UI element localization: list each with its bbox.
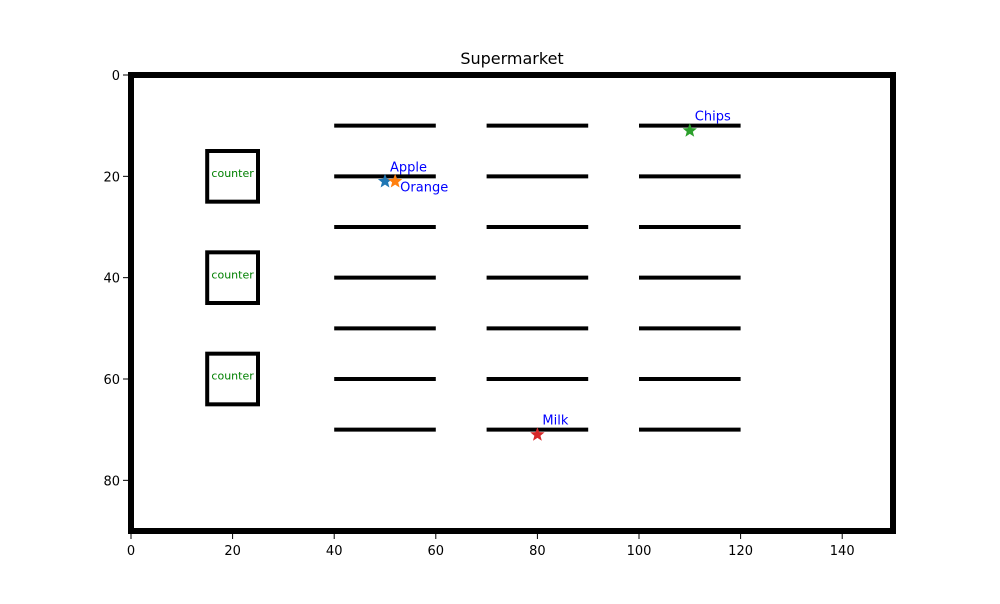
counter-box bbox=[205, 351, 260, 407]
counter-label: counter bbox=[211, 370, 254, 383]
star-marker-apple bbox=[377, 173, 393, 188]
x-tick-label: 60 bbox=[428, 544, 445, 559]
x-tick-label: 20 bbox=[224, 544, 241, 559]
product-markers: Apple Orange Chips Milk bbox=[377, 110, 731, 441]
y-tick-label: 20 bbox=[103, 170, 120, 185]
item-label-chips: Chips bbox=[695, 110, 731, 125]
y-tick-label: 40 bbox=[103, 272, 120, 287]
star-marker-chips bbox=[682, 123, 697, 137]
y-tick-label: 60 bbox=[103, 373, 120, 388]
store-boundary bbox=[128, 72, 896, 534]
y-axis: 0 20 40 60 80 bbox=[103, 69, 128, 489]
star-marker-orange bbox=[388, 173, 403, 188]
x-tick-label: 140 bbox=[830, 544, 855, 559]
x-tick-label: 100 bbox=[627, 544, 652, 559]
chart-title: Supermarket bbox=[460, 49, 563, 68]
x-axis: 0 20 40 60 80 100 120 140 bbox=[127, 534, 855, 559]
counter-label: counter bbox=[211, 167, 254, 180]
counters: counter counter counter bbox=[205, 149, 260, 407]
x-tick-label: 120 bbox=[728, 544, 753, 559]
y-tick-label: 0 bbox=[112, 69, 120, 84]
item-label-orange: Orange bbox=[400, 180, 448, 195]
counter-box bbox=[205, 149, 260, 204]
x-tick-label: 80 bbox=[529, 544, 546, 559]
x-tick-label: 40 bbox=[326, 544, 343, 559]
counter-label: counter bbox=[211, 268, 254, 281]
counter-box bbox=[205, 250, 260, 305]
item-label-milk: Milk bbox=[542, 414, 568, 429]
star-marker-milk bbox=[530, 427, 545, 441]
x-tick-label: 0 bbox=[127, 544, 135, 559]
y-tick-label: 80 bbox=[103, 474, 120, 489]
store-boundary-rect bbox=[128, 72, 896, 534]
item-label-apple: Apple bbox=[390, 160, 427, 175]
